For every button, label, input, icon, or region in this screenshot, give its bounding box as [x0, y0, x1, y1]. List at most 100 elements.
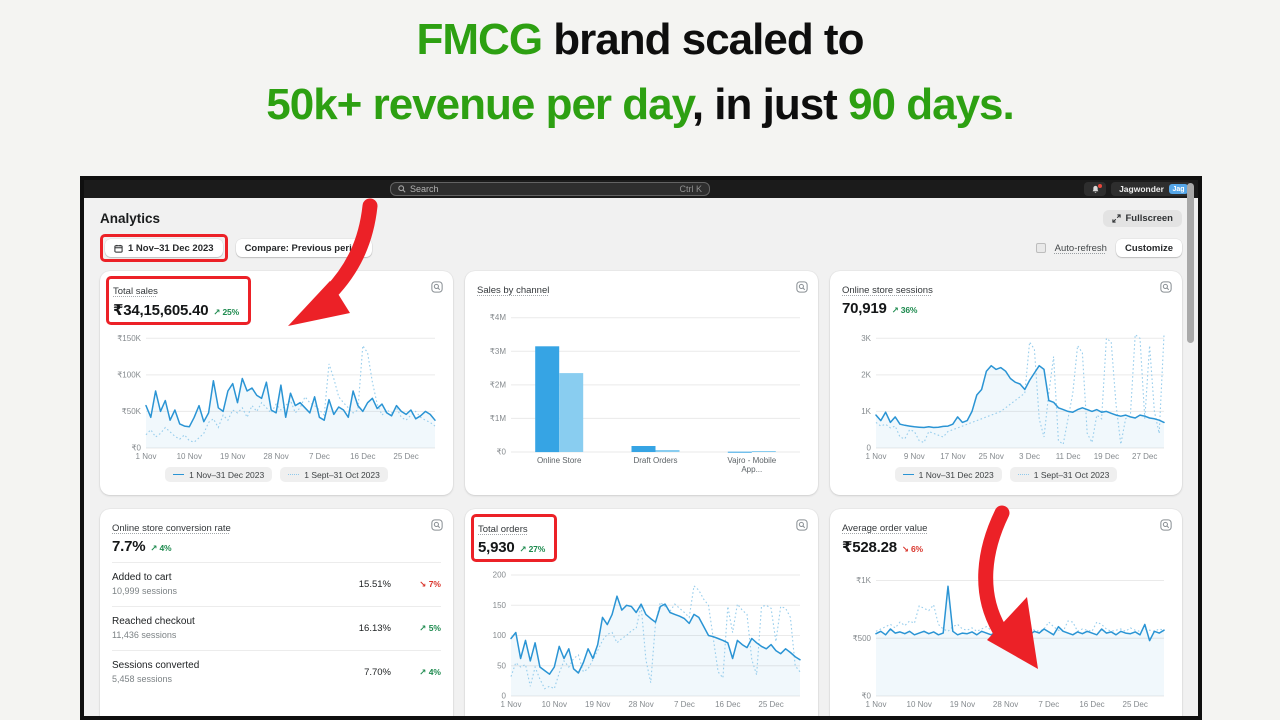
legend-previous[interactable]: 1 Sept–31 Oct 2023 [280, 467, 388, 482]
conversion-delta: ↗ 4% [150, 543, 172, 553]
svg-text:27 Dec: 27 Dec [1132, 452, 1157, 461]
card-sales-by-channel: Sales by channel ₹4M ₹3M ₹2M ₹1M ₹0 Online St… [465, 271, 818, 495]
svg-text:₹150K: ₹150K [117, 334, 141, 343]
search-placeholder: Search [410, 184, 439, 194]
auto-refresh-label: Auto-refresh [1054, 242, 1107, 254]
legend-solid-swatch [902, 474, 914, 475]
user-menu[interactable]: Jagwonder Jag [1111, 182, 1191, 196]
view-report-icon[interactable] [1160, 518, 1172, 536]
annotation-box-date-range: 1 Nov–31 Dec 2023 [100, 234, 228, 262]
view-report-icon[interactable] [796, 518, 808, 536]
svg-text:25 Nov: 25 Nov [979, 452, 1004, 461]
customize-button[interactable]: Customize [1115, 239, 1182, 257]
aov-title[interactable]: Average order value [842, 523, 928, 534]
aov-delta: ↘ 6% [901, 544, 923, 554]
svg-text:₹50K: ₹50K [122, 407, 142, 416]
svg-text:150: 150 [493, 601, 507, 610]
legend-current[interactable]: 1 Nov–31 Dec 2023 [894, 467, 1002, 482]
compare-button[interactable]: Compare: Previous period [235, 239, 373, 257]
calendar-icon [114, 244, 123, 253]
svg-text:10 Nov: 10 Nov [177, 452, 202, 461]
fullscreen-button[interactable]: Fullscreen [1103, 210, 1182, 227]
conversion-title[interactable]: Online store conversion rate [112, 523, 231, 534]
legend-previous[interactable]: 1 Sept–31 Oct 2023 [1009, 467, 1118, 482]
svg-text:25 Dec: 25 Dec [393, 452, 418, 461]
aov-value: ₹528.28 [842, 539, 897, 556]
svg-text:7 Dec: 7 Dec [1038, 700, 1059, 709]
svg-text:1K: 1K [861, 407, 871, 416]
view-report-icon[interactable] [796, 280, 808, 298]
view-report-icon[interactable] [431, 280, 443, 298]
total-orders-title[interactable]: Total orders [478, 524, 528, 535]
svg-text:1 Nov: 1 Nov [866, 700, 887, 709]
legend-dotted-swatch [288, 474, 300, 475]
conversion-value: 7.7% [112, 538, 146, 555]
svg-text:1 Nov: 1 Nov [866, 452, 887, 461]
card-total-sales: Total sales ₹34,15,605.40 ↗ 25% ₹150K ₹10… [100, 271, 453, 495]
search-icon [398, 185, 406, 193]
svg-text:App...: App... [741, 465, 762, 474]
scrollbar[interactable] [1187, 183, 1194, 343]
analytics-content: Analytics Fullscreen 1 Nov–31 Dec 2023 C… [84, 198, 1198, 716]
svg-text:0: 0 [502, 692, 507, 701]
fullscreen-icon [1112, 214, 1122, 223]
sessions-title[interactable]: Online store sessions [842, 285, 933, 296]
svg-text:1 Nov: 1 Nov [501, 700, 522, 709]
sales-by-channel-title[interactable]: Sales by channel [477, 285, 550, 296]
user-avatar: Jag [1168, 184, 1188, 194]
sales-by-channel-chart: ₹4M ₹3M ₹2M ₹1M ₹0 Online Store Draft Orders Va… [477, 306, 806, 476]
svg-text:16 Dec: 16 Dec [715, 700, 740, 709]
svg-text:100: 100 [493, 631, 507, 640]
user-name: Jagwonder [1119, 184, 1164, 194]
svg-text:17 Nov: 17 Nov [940, 452, 965, 461]
svg-text:₹4M: ₹4M [490, 313, 507, 322]
search-input[interactable]: Search Ctrl K [390, 182, 710, 196]
view-report-icon[interactable] [1160, 280, 1172, 298]
search-shortcut: Ctrl K [679, 184, 703, 194]
aov-chart: ₹1K ₹500 ₹0 1 Nov 10 Nov 19 Nov 28 Nov 7 Dec 16 … [842, 564, 1170, 710]
svg-text:19 Nov: 19 Nov [585, 700, 610, 709]
total-sales-title[interactable]: Total sales [113, 286, 158, 297]
admin-topbar: Search Ctrl K Jagwonder Jag [84, 180, 1198, 198]
svg-text:28 Nov: 28 Nov [993, 700, 1018, 709]
svg-text:2K: 2K [861, 370, 871, 379]
card-conversion-rate: Online store conversion rate 7.7% ↗ 4% A… [100, 509, 453, 716]
legend-dotted-swatch [1017, 474, 1029, 475]
svg-text:₹1M: ₹1M [490, 414, 507, 423]
total-sales-delta: ↗ 25% [213, 307, 239, 317]
funnel-row-sessions-converted: Sessions converted 5,458 sessions 7.70% … [112, 650, 441, 694]
svg-text:₹500: ₹500 [853, 634, 872, 643]
auto-refresh-checkbox[interactable] [1035, 243, 1046, 253]
svg-text:₹0: ₹0 [861, 692, 871, 701]
card-total-orders: Total orders 5,930 ↗ 27% 200 150 100 50 0 1 N… [465, 509, 818, 716]
svg-text:7 Dec: 7 Dec [674, 700, 695, 709]
svg-text:₹1K: ₹1K [856, 576, 872, 585]
hero-line-2: 50k+ revenue per day, in just 90 days. [266, 79, 1014, 129]
svg-text:11 Dec: 11 Dec [1056, 452, 1081, 461]
svg-text:16 Dec: 16 Dec [1079, 700, 1104, 709]
date-range-button[interactable]: 1 Nov–31 Dec 2023 [105, 239, 223, 257]
hero-headline: FMCG brand scaled to 50k+ revenue per da… [0, 0, 1280, 137]
total-sales-chart: ₹150K ₹100K ₹50K ₹0 1 Nov 10 Nov 19 Nov 28 Nov 7… [112, 326, 441, 462]
svg-text:28 Nov: 28 Nov [628, 700, 653, 709]
funnel-row-reached-checkout: Reached checkout 11,436 sessions 16.13% … [112, 606, 441, 650]
view-report-icon[interactable] [431, 518, 443, 536]
card-average-order-value: Average order value ₹528.28 ↘ 6% ₹1K ₹500… [830, 509, 1182, 716]
svg-text:25 Dec: 25 Dec [1123, 700, 1148, 709]
svg-text:19 Nov: 19 Nov [220, 452, 245, 461]
svg-text:₹0: ₹0 [131, 444, 141, 453]
total-sales-value: ₹34,15,605.40 [113, 302, 209, 319]
hero-line-1: FMCG brand scaled to [416, 15, 865, 64]
svg-text:₹3M: ₹3M [490, 347, 507, 356]
card-online-store-sessions: Online store sessions 70,919 ↗ 36% 3K 2K 1… [830, 271, 1182, 495]
analytics-dashboard-window: Search Ctrl K Jagwonder Jag Analytics Fu… [80, 176, 1202, 720]
svg-text:7 Dec: 7 Dec [309, 452, 330, 461]
funnel-row-added-to-cart: Added to cart 10,999 sessions 15.51% ↘ 7… [112, 562, 441, 606]
svg-text:₹2M: ₹2M [490, 380, 507, 389]
legend-current[interactable]: 1 Nov–31 Dec 2023 [165, 467, 273, 482]
annotation-box-total-sales: Total sales ₹34,15,605.40 ↗ 25% [106, 276, 251, 325]
svg-text:₹100K: ₹100K [117, 370, 141, 379]
notifications-button[interactable] [1084, 182, 1107, 196]
annotation-box-total-orders: Total orders 5,930 ↗ 27% [471, 514, 558, 562]
total-orders-delta: ↗ 27% [519, 544, 546, 554]
